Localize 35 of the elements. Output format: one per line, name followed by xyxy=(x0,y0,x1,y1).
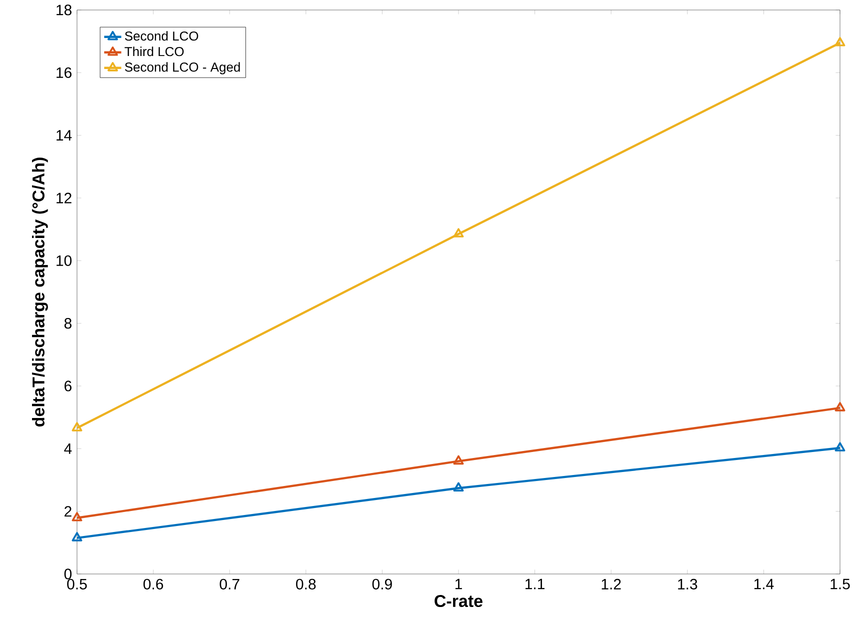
y-tick-label: 18 xyxy=(56,4,72,16)
x-tick-label: 0.9 xyxy=(372,578,392,590)
x-tick-label: 0.7 xyxy=(220,578,240,590)
point xyxy=(834,442,846,452)
legend-label: Third LCO xyxy=(124,46,184,56)
y-tick-label: 0 xyxy=(64,568,72,580)
x-tick-label: 0.6 xyxy=(143,578,164,590)
point xyxy=(72,512,82,522)
y-tick-label: 14 xyxy=(56,130,72,140)
x-tick-label: 1.2 xyxy=(602,578,621,590)
y-tick-label: 16 xyxy=(56,67,72,78)
y-tick-label: 2 xyxy=(64,506,72,517)
x-tick-label: 0.8 xyxy=(296,578,316,590)
x-tick-label: 1 xyxy=(455,578,462,590)
point xyxy=(453,228,464,238)
point xyxy=(453,455,464,465)
x-tick-label: 1.1 xyxy=(526,578,544,590)
x-tick-label: 1.5 xyxy=(830,578,850,590)
point xyxy=(834,402,846,412)
x-tick-label: 1.3 xyxy=(678,578,698,590)
point xyxy=(72,532,82,542)
y-tick-label: 8 xyxy=(64,318,72,329)
y-tick-label: 6 xyxy=(64,380,72,392)
legend-label: Second LCO xyxy=(124,31,198,41)
x-tick-label: 0.5 xyxy=(67,578,87,590)
point xyxy=(453,482,464,492)
x-tick-label: 1.4 xyxy=(754,578,774,590)
point xyxy=(834,36,846,46)
x-axis-title: C-rate xyxy=(434,595,482,608)
y-tick-label: 10 xyxy=(56,255,72,266)
y-tick-label: 12 xyxy=(56,192,72,204)
legend-label: Second LCO - Aged xyxy=(124,62,240,74)
y-tick-label: 4 xyxy=(64,443,72,454)
point xyxy=(72,422,82,432)
y-axis-title: deltaT/discharge capacity (°C/Ah) xyxy=(32,158,48,426)
